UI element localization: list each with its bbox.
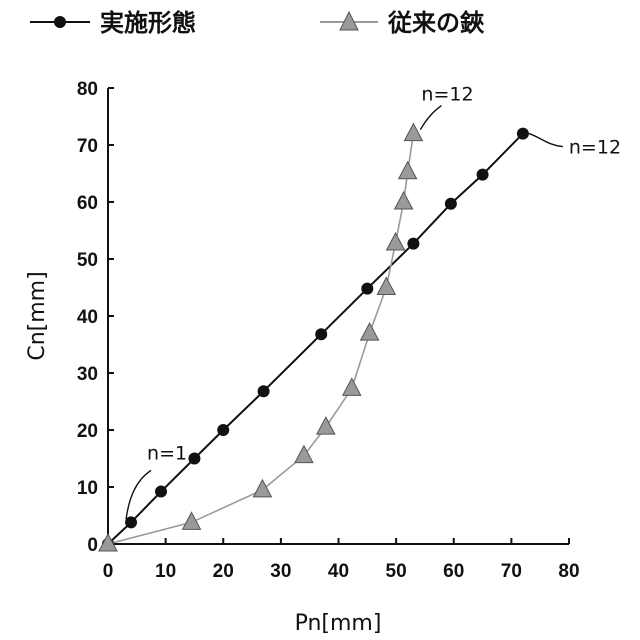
legend-label-0: 実施形態 bbox=[100, 9, 196, 37]
legend-entry-1: 従来の鋏 bbox=[320, 9, 485, 37]
x-tick-label-2: 20 bbox=[213, 561, 234, 582]
series-1-point-9 bbox=[395, 192, 413, 209]
plot-area: 0 10 20 30 40 50 60 70 80 0 10 20 30 40 50 60 70 80 n=1 n=… bbox=[77, 79, 621, 582]
series-0-point-2 bbox=[155, 486, 167, 498]
y-tick-label-0: 0 bbox=[87, 535, 98, 556]
series-0-point-6 bbox=[315, 328, 327, 340]
series-1-point-7 bbox=[377, 278, 395, 295]
x-tick-label-7: 70 bbox=[501, 561, 522, 582]
annotation-leader-2 bbox=[529, 134, 563, 147]
annotation-leader-1 bbox=[420, 106, 441, 130]
annotation-label-2: n=12 bbox=[569, 137, 621, 159]
y-tick-label-6: 60 bbox=[77, 193, 98, 214]
series-1-point-4 bbox=[317, 417, 335, 434]
series-1-point-6 bbox=[361, 323, 379, 340]
series-1-point-11 bbox=[404, 124, 422, 141]
series-0-point-9 bbox=[445, 198, 457, 210]
series-0-line bbox=[108, 134, 523, 544]
x-tick-label-5: 50 bbox=[386, 561, 407, 582]
y-tick-label-5: 50 bbox=[77, 250, 98, 271]
y-tick-label-1: 10 bbox=[77, 478, 98, 499]
legend-label-1: 従来の鋏 bbox=[387, 9, 485, 37]
series-0-point-8 bbox=[407, 238, 419, 250]
y-tick-label-8: 80 bbox=[77, 79, 98, 100]
series-0-point-11 bbox=[517, 128, 529, 140]
series-1-point-1 bbox=[183, 512, 201, 529]
x-axis-title: Pn[mm] bbox=[295, 611, 382, 636]
x-tick-label-6: 60 bbox=[443, 561, 464, 582]
series-1-point-2 bbox=[253, 480, 271, 497]
y-tick-label-4: 40 bbox=[77, 307, 98, 328]
series-1-point-5 bbox=[343, 378, 361, 395]
series-0-point-5 bbox=[258, 385, 270, 397]
y-tick-label-3: 30 bbox=[77, 364, 98, 385]
legend: 実施形態 従来の鋏 bbox=[30, 9, 485, 37]
series-1-point-8 bbox=[387, 233, 405, 250]
series-1-point-10 bbox=[399, 162, 417, 179]
annotation-label-1: n=12 bbox=[421, 84, 473, 106]
series-0-point-3 bbox=[188, 453, 200, 465]
annotation-label-0: n=1 bbox=[147, 442, 187, 464]
x-tick-label-4: 40 bbox=[328, 561, 349, 582]
series-0-point-10 bbox=[477, 169, 489, 181]
annotation-leader-0 bbox=[126, 470, 151, 519]
legend-entry-0: 実施形態 bbox=[30, 9, 196, 37]
x-tick-label-8: 80 bbox=[558, 561, 579, 582]
series-0-point-7 bbox=[361, 283, 373, 295]
series-layer bbox=[99, 124, 529, 551]
y-tick-label-2: 20 bbox=[77, 421, 98, 442]
tick-marks: 0 10 20 30 40 50 60 70 80 0 10 20 30 40 50 60 70 80 bbox=[77, 79, 580, 582]
x-tick-label-3: 30 bbox=[270, 561, 291, 582]
y-tick-label-7: 70 bbox=[77, 136, 98, 157]
x-tick-label-1: 10 bbox=[155, 561, 176, 582]
y-axis-title: Cn[mm] bbox=[25, 271, 50, 360]
series-0-point-4 bbox=[217, 424, 229, 436]
legend-marker-0 bbox=[54, 16, 66, 28]
x-tick-label-0: 0 bbox=[103, 561, 114, 582]
